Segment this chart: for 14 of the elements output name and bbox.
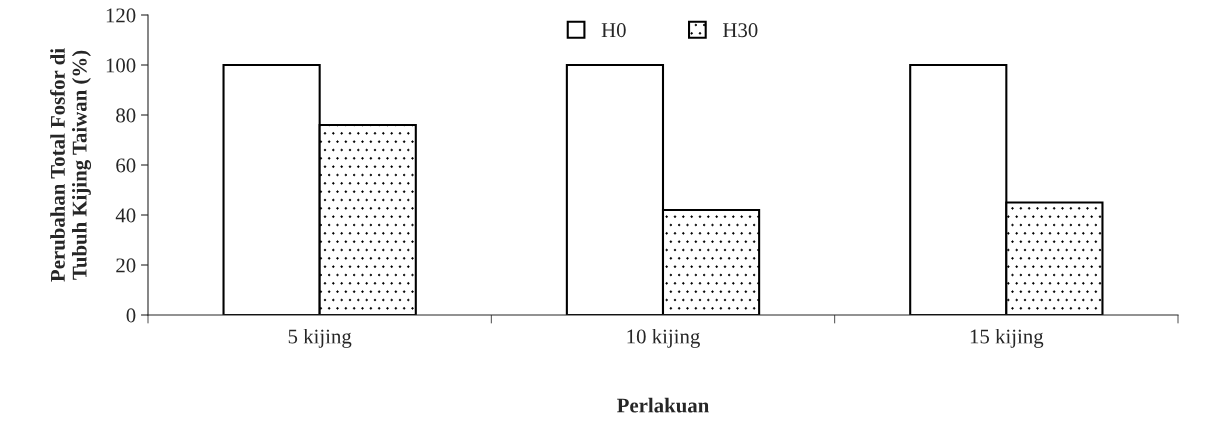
y-tick-label: 0 [126,308,136,323]
y-tick-label: 40 [115,208,136,223]
y-tick-label: 60 [116,158,136,173]
legend-label: H30 [722,23,758,38]
legend-label: H0 [601,23,626,38]
x-axis-title: Perlakuan [617,397,709,413]
y-axis-title: Perubahan Total Fosfor di Tubuh Kijing Taiwan (%) [50,48,92,282]
x-tick-label: 5 kijing [288,328,352,348]
y-tick-label: 80 [116,108,136,123]
x-tick-label: 10 kijing [627,328,700,348]
y-tick-label: 120 [106,8,136,23]
y-tick-label: 20 [116,258,136,273]
y-tick-label: 100 [106,58,136,73]
x-tick-label: 15 kijing [970,328,1044,348]
